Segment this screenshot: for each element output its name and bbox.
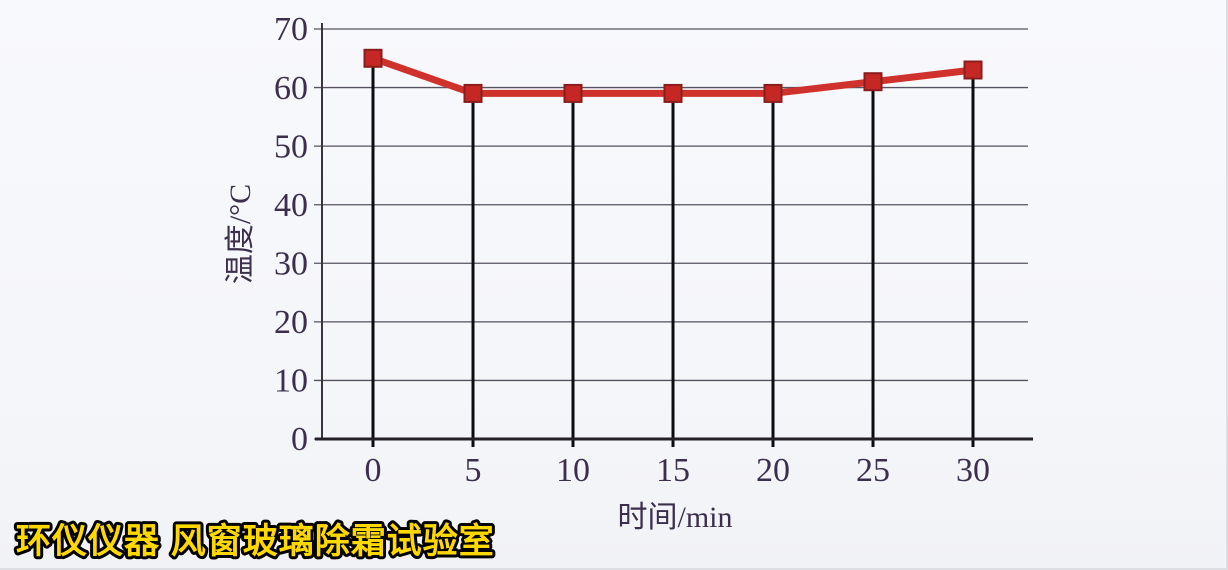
- data-point-marker: [363, 48, 383, 68]
- x-tick-label: 10: [556, 452, 590, 489]
- data-point-marker: [563, 83, 583, 103]
- watermark-text: 环仪仪器 风窗玻璃除霜试验室: [16, 521, 495, 561]
- y-tick-label: 60: [274, 70, 308, 107]
- x-tick-label: 20: [756, 452, 790, 489]
- x-tick-label: 25: [856, 452, 890, 489]
- y-tick-label: 70: [274, 11, 308, 48]
- data-point-marker: [463, 83, 483, 103]
- x-tick-label: 5: [465, 452, 482, 489]
- y-tick-label: 20: [274, 304, 308, 341]
- y-tick-label: 50: [274, 128, 308, 165]
- data-point-marker: [763, 83, 783, 103]
- x-tick-label: 30: [956, 452, 990, 489]
- data-point-marker: [963, 60, 983, 80]
- chart-plot-area: 0 10 20 30 40 50 60 70 0 5 10 15 20 25 30: [274, 11, 1033, 489]
- data-point-marker: [863, 72, 883, 92]
- y-tick-label: 10: [274, 363, 308, 400]
- y-tick-label: 30: [274, 246, 308, 283]
- y-tick-label: 40: [274, 187, 308, 224]
- data-point-marker: [663, 83, 683, 103]
- y-axis-title: 温度/°C: [224, 184, 257, 284]
- x-tick-label: 0: [365, 452, 382, 489]
- x-tick-label: 15: [656, 452, 690, 489]
- y-tick-label: 0: [291, 421, 308, 458]
- x-axis-title: 时间/min: [617, 501, 732, 534]
